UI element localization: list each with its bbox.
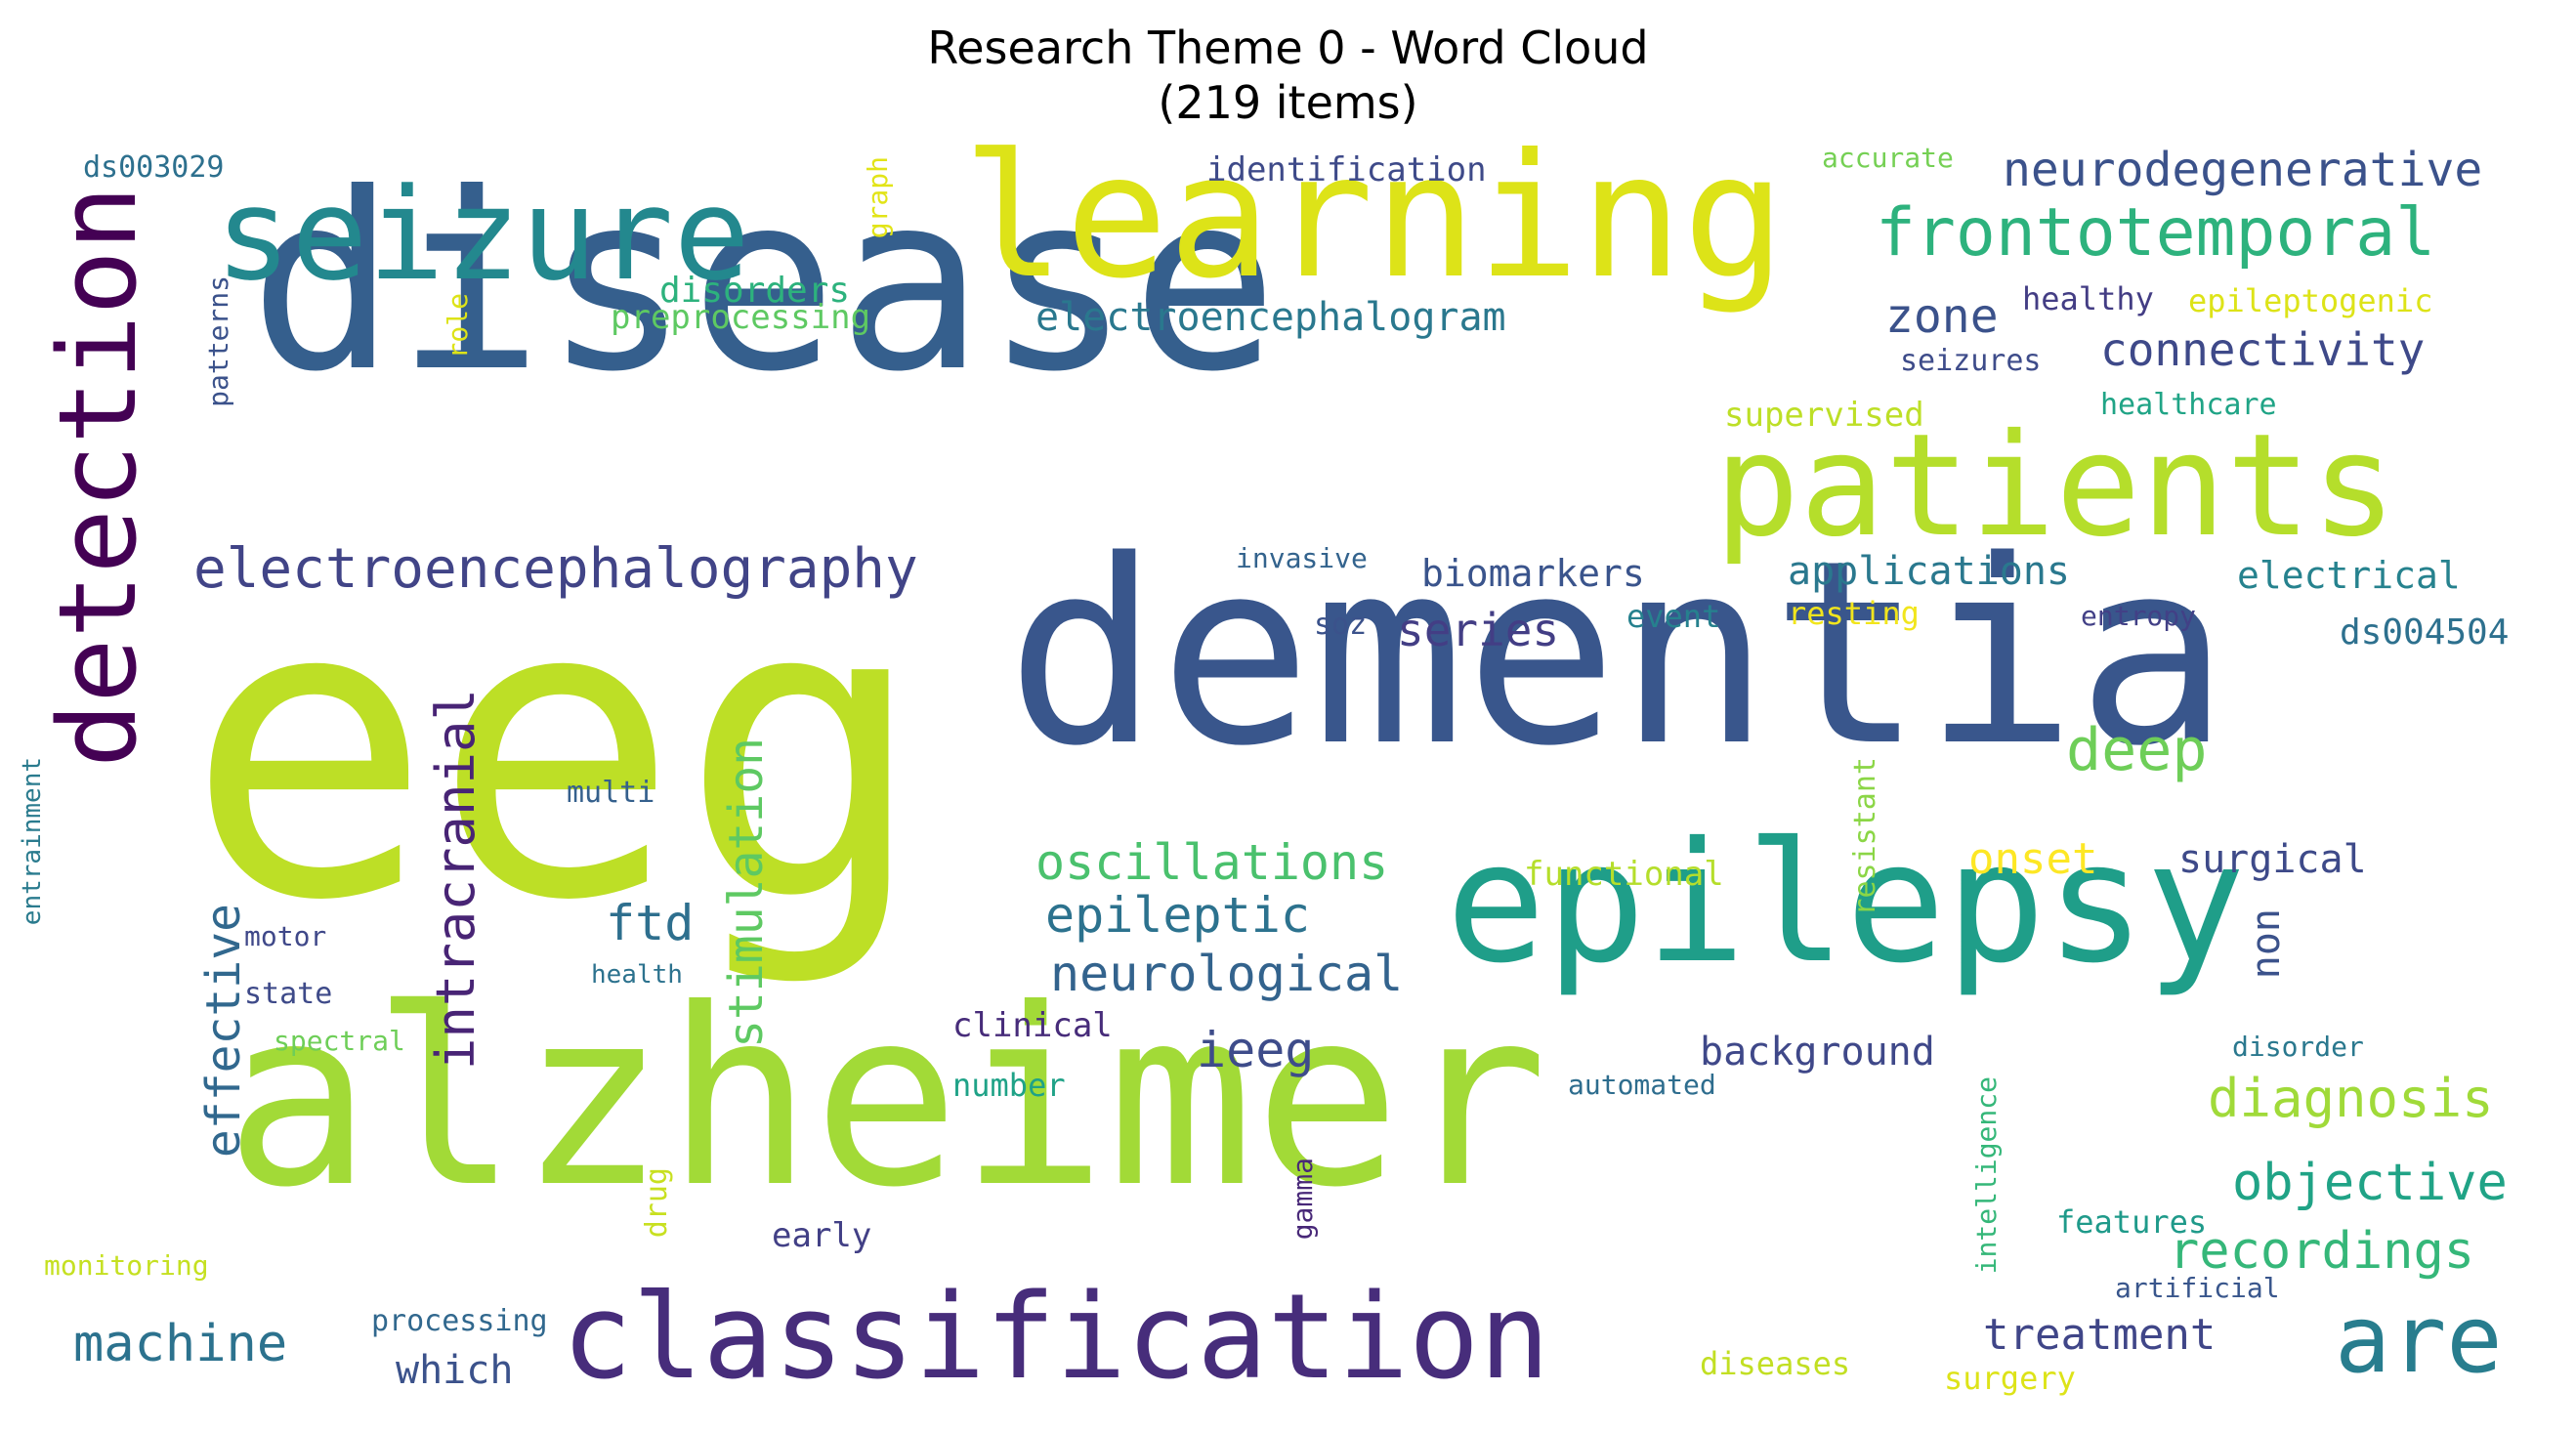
word-are: are [2335,1286,2503,1394]
word-detection: detection [35,186,160,769]
word-learning: learning [962,118,1786,316]
word-objective: objective [2232,1154,2508,1212]
word-frontotemporal: frontotemporal [1876,194,2436,272]
word-stimulation: stimulation [719,738,774,1048]
word-health: health [591,960,683,990]
chart-subtitle: (219 items) [1158,76,1418,129]
word-patients: patients [1714,403,2397,569]
word-electroencephalogram: electroencephalogram [1035,295,1506,340]
word-epilepsy: epilepsy [1446,807,2246,1000]
word-ds004504: ds004504 [2340,612,2510,653]
word-number: number [952,1067,1066,1104]
word-artificial: artificial [2115,1272,2280,1304]
word-neurological: neurological [1050,946,1404,1002]
word-surgery: surgery [1944,1360,2076,1397]
chart-title: Research Theme 0 - Word Cloud [927,21,1649,74]
word-early: early [772,1216,872,1255]
word-background: background [1700,1030,1935,1075]
word-classification: classification [562,1270,1550,1406]
word-deep: deep [2066,716,2208,784]
word-event: event [1626,598,1721,635]
word-treatment: treatment [1983,1310,2217,1360]
word-gamma: gamma [1287,1158,1319,1241]
word-ds003029: ds003029 [83,150,225,185]
word-resting: resting [1788,595,1920,632]
word-graph: graph [862,156,894,239]
word-invasive: invasive [1236,542,1368,574]
word-healthcare: healthcare [2100,388,2277,422]
word-functional: functional [1524,855,1724,894]
word-monitoring: monitoring [44,1249,209,1282]
word-diagnosis: diagnosis [2208,1068,2494,1129]
word-alzheimer: alzheimer [225,956,1548,1241]
word-patterns: patterns [202,275,234,407]
word-electrical: electrical [2237,554,2461,597]
word-preprocessing: preprocessing [611,298,871,337]
word-epileptic: epileptic [1045,887,1310,944]
word-oscillations: oscillations [1035,834,1389,891]
word-neurodegenerative: neurodegenerative [2003,143,2483,197]
word-series: series [1397,604,1560,656]
word-diseases: diseases [1700,1345,1851,1382]
word-onset: onset [1968,834,2098,884]
word-connectivity: connectivity [2100,323,2426,376]
word-intracranial: intracranial [425,689,486,1071]
word-machine: machine [73,1315,288,1373]
word-ftd: ftd [606,895,695,951]
word-electroencephalography: electroencephalography [193,537,918,601]
word-entropy: entropy [2081,600,2197,632]
word-disease: disease [249,141,1279,425]
word-accurate: accurate [1822,142,1954,174]
word-multi: multi [567,776,655,810]
word-disorder: disorder [2232,1031,2364,1063]
word-recordings: recordings [2169,1222,2475,1281]
word-seizures: seizures [1900,344,2042,378]
word-intelligence: intelligence [1970,1076,2003,1275]
word-non: non [2244,908,2289,980]
word-identification: identification [1206,150,1487,190]
word-drug: drug [640,1167,674,1239]
word-entrainment: entrainment [18,757,47,926]
word-biomarkers: biomarkers [1421,552,1645,595]
word-ieeg: ieeg [1197,1022,1315,1078]
word-features: features [2056,1203,2208,1241]
word-state: state [244,977,333,1011]
word-soz: soz [1314,608,1368,642]
word-healthy: healthy [2022,280,2154,317]
word-supervised: supervised [1724,396,1924,435]
word-surgical: surgical [2178,837,2367,882]
word-resistant: resistant [1848,757,1882,916]
word-seizure: seizure [215,160,750,309]
word-which: which [396,1348,514,1393]
word-effective: effective [196,904,251,1159]
word-motor: motor [244,920,327,952]
word-automated: automated [1568,1069,1716,1101]
word-disorders: disorders [659,271,851,311]
word-epileptogenic: epileptogenic [2188,282,2433,319]
word-spectral: spectral [274,1025,405,1057]
word-role: role [442,293,474,359]
word-dementia: dementia [1006,507,2230,802]
word-zone: zone [1885,289,1999,344]
word-applications: applications [1788,549,2070,594]
word-processing: processing [371,1304,548,1338]
word-eeg: eeg [186,513,927,990]
word-clinical: clinical [952,1006,1113,1045]
